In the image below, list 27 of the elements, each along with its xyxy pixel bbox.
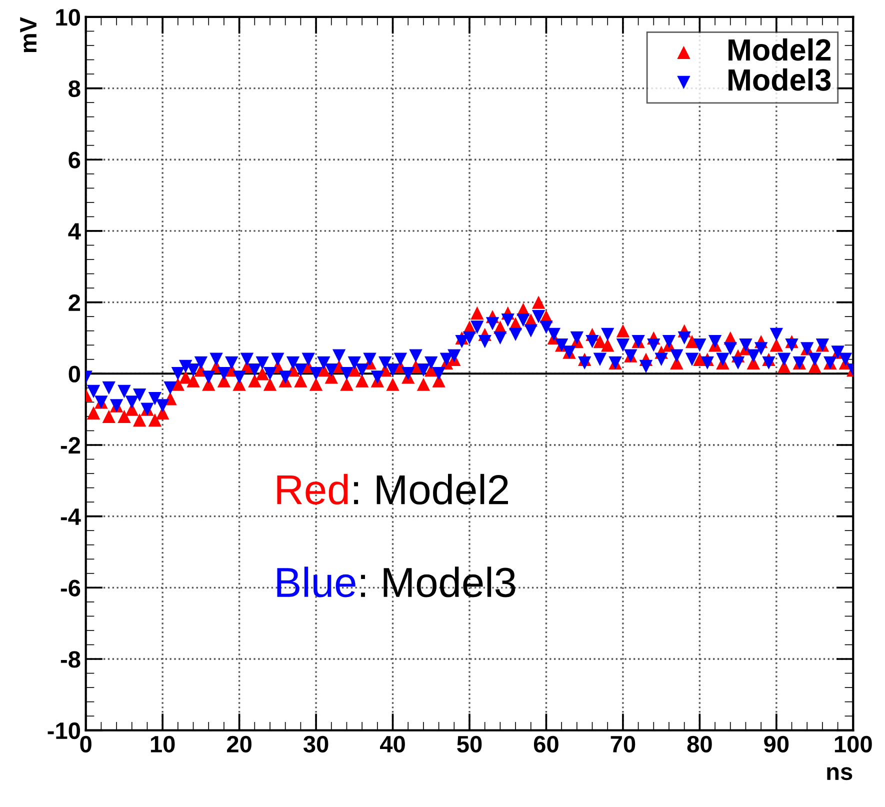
y-tick-label: 6 bbox=[68, 152, 80, 168]
legend-label: Model2 bbox=[728, 38, 831, 61]
x-tick-label: 100 bbox=[834, 736, 872, 753]
x-tick-label: 10 bbox=[150, 736, 175, 753]
y-tick-label: 0 bbox=[68, 366, 80, 382]
y-tick-label: -2 bbox=[60, 437, 80, 454]
annotation: Blue: Model3 bbox=[277, 566, 516, 598]
x-tick-label: 90 bbox=[764, 736, 789, 753]
y-tick-label: -6 bbox=[60, 580, 80, 596]
x-tick-label: 40 bbox=[380, 736, 405, 753]
legend-label: Model3 bbox=[728, 68, 831, 91]
y-tick-label: -4 bbox=[60, 508, 81, 525]
y-tick-label: -10 bbox=[48, 722, 80, 740]
annotation: Red: Model2 bbox=[277, 474, 508, 505]
y-tick-label: 10 bbox=[56, 9, 80, 26]
x-tick-label: 70 bbox=[610, 736, 636, 753]
x-tick-label: 50 bbox=[457, 736, 482, 753]
y-tick-label: 4 bbox=[68, 223, 81, 240]
y-tick-label: 2 bbox=[68, 294, 80, 311]
y-tick-label: -8 bbox=[60, 651, 80, 668]
x-axis-title: ns bbox=[827, 767, 852, 780]
x-tick-label: 30 bbox=[303, 736, 328, 753]
y-axis-title: mV bbox=[20, 17, 36, 52]
x-tick-label: 80 bbox=[687, 736, 712, 753]
x-tick-label: 60 bbox=[534, 736, 558, 753]
x-tick-label: 20 bbox=[226, 736, 252, 753]
y-tick-label: 8 bbox=[68, 80, 80, 98]
